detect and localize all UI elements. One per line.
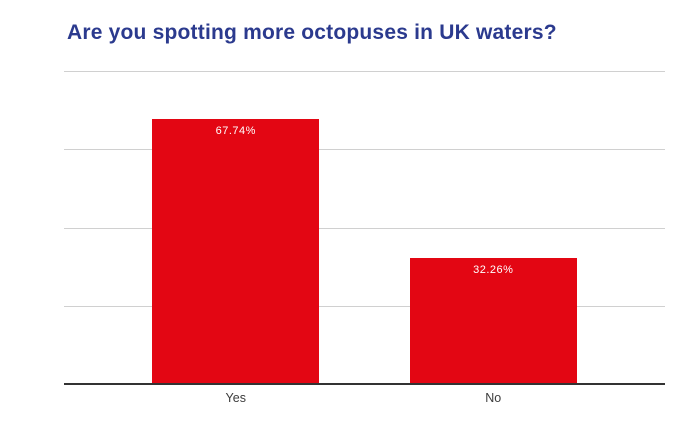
bars-band: 67.74% 32.26%	[107, 71, 622, 384]
x-axis-line	[64, 383, 665, 385]
bar-yes[interactable]: 67.74%	[152, 118, 320, 384]
gridline	[64, 227, 665, 229]
x-axis-labels: Yes No	[107, 391, 622, 405]
chart-title: Are you spotting more octopuses in UK wa…	[67, 21, 557, 44]
bar-value-label-yes: 67.74%	[215, 124, 256, 137]
bar-slot: 32.26%	[365, 71, 623, 384]
gridline	[64, 149, 665, 151]
bar-slot: 67.74%	[107, 71, 365, 384]
x-axis-label-yes: Yes	[225, 391, 246, 405]
gridline	[64, 305, 665, 307]
bar-no[interactable]: 32.26%	[409, 257, 577, 384]
gridline	[64, 71, 665, 72]
x-axis-label-no: No	[485, 391, 502, 405]
plot-area: 67.74% 32.26%	[64, 71, 665, 385]
bar-value-label-no: 32.26%	[473, 263, 514, 276]
